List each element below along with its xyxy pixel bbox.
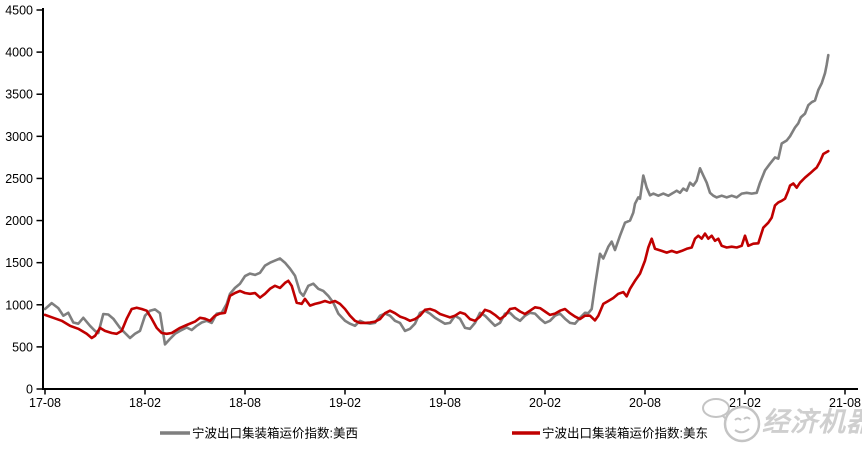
y-tick-label: 0	[26, 383, 33, 397]
watermark-face-mouth-icon	[734, 428, 750, 434]
series-lines	[43, 53, 830, 346]
legend-label-east: 宁波出口集装箱运价指数:美东	[542, 426, 708, 441]
watermark-text: 经济机器	[762, 407, 862, 437]
y-tick-label: 4000	[5, 46, 33, 60]
x-tick-label: 19-02	[329, 396, 361, 410]
legend-label-west: 宁波出口集装箱运价指数:美西	[192, 426, 358, 441]
legend: 宁波出口集装箱运价指数:美西 宁波出口集装箱运价指数:美东	[160, 426, 708, 441]
y-tick-label: 1000	[5, 298, 33, 312]
x-axis: 17-08 18-02 18-08 19-02 19-08 20-02 20-08 21-02…	[29, 389, 861, 410]
y-tick-label: 2500	[5, 172, 33, 186]
series-line-west	[43, 53, 830, 346]
watermark-face-icon	[723, 405, 761, 443]
y-tick-label: 3500	[5, 88, 33, 102]
watermark: 经济机器	[702, 398, 862, 443]
y-tick-label: 4500	[5, 4, 33, 18]
x-tick-label: 20-02	[529, 396, 561, 410]
y-axis: 0 500 1000 1500 2000 2500 3000 3500 4000 4500	[5, 4, 43, 397]
y-tick-label: 3000	[5, 130, 33, 144]
x-tick-label: 20-08	[629, 396, 661, 410]
x-tick-label: 18-02	[129, 396, 161, 410]
watermark-face-eyes-icon	[734, 416, 751, 421]
y-tick-label: 1500	[5, 256, 33, 270]
series-line-east	[43, 149, 830, 340]
watermark-bubble-icon	[702, 398, 730, 418]
x-tick-label: 19-08	[429, 396, 461, 410]
x-tick-label: 21-08	[829, 396, 861, 410]
x-tick-label: 18-08	[229, 396, 261, 410]
y-tick-label: 500	[12, 340, 33, 354]
x-tick-label: 17-08	[29, 396, 61, 410]
y-tick-label: 2000	[5, 214, 33, 228]
